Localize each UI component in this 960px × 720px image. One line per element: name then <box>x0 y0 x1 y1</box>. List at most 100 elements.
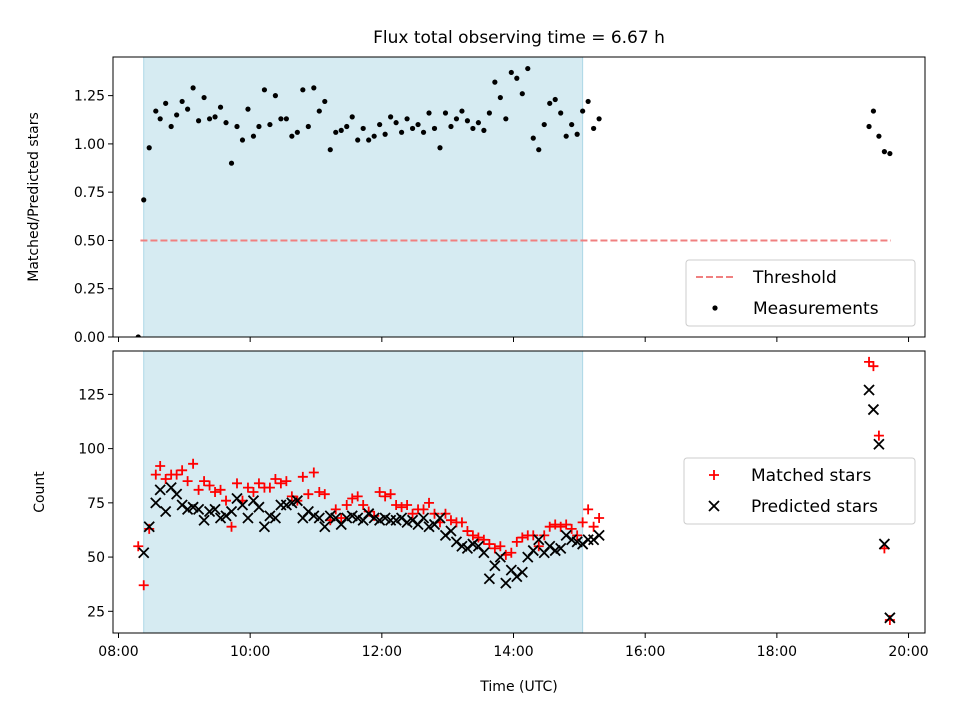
matched-point <box>868 361 879 372</box>
matched-point <box>385 489 396 500</box>
x-tick-label: 18:00 <box>757 644 797 660</box>
predicted-point <box>192 503 205 515</box>
measurement-point <box>437 145 443 151</box>
x-tick-label: 08:00 <box>98 644 138 660</box>
matched-point <box>242 482 253 493</box>
measurement-point <box>393 120 399 126</box>
matched-point <box>347 493 358 504</box>
measurement-point <box>492 79 498 85</box>
matched-point <box>336 513 347 524</box>
axes-frame <box>112 56 926 338</box>
measurement-point <box>530 135 536 141</box>
matched-point <box>462 526 473 537</box>
measurement-point <box>344 123 350 130</box>
predicted-point <box>863 384 875 396</box>
measurement-point <box>442 110 449 116</box>
predicted-point <box>489 560 501 572</box>
matched-point <box>566 523 577 534</box>
measurement-point <box>486 110 492 116</box>
measurement-point <box>212 114 218 120</box>
y-tick-label: 75 <box>87 496 105 512</box>
predicted-point <box>313 512 325 524</box>
legend-predicted-label: Predicted stars <box>751 497 878 517</box>
x-tick-label: 20:00 <box>888 644 928 660</box>
predicted-point <box>873 438 885 450</box>
predicted-point <box>500 577 512 589</box>
measurement-point <box>300 87 306 93</box>
matched-point <box>424 497 435 508</box>
predicted-point <box>878 538 891 550</box>
matched-point <box>407 508 418 519</box>
top-panel: 0.00 0.25 0.50 0.75 1.00 1.25 Matched/Predicte… <box>26 56 926 346</box>
matched-point <box>561 519 572 530</box>
measurement-point <box>459 108 465 114</box>
x-tick-label: 14:00 <box>493 644 533 660</box>
predicted-point <box>478 547 490 559</box>
matched-point <box>495 541 506 552</box>
matched-point <box>150 469 161 480</box>
measurement-point <box>870 108 877 114</box>
matched-point <box>555 521 566 532</box>
measurement-point <box>322 98 328 105</box>
matched-point <box>199 476 210 487</box>
predicted-point <box>483 573 496 585</box>
measurement-point <box>201 94 207 101</box>
measurement-point <box>360 125 366 132</box>
matched-point <box>138 580 149 591</box>
predicted-point <box>253 501 265 513</box>
measurement-point <box>267 121 273 128</box>
matched-point <box>864 356 875 367</box>
measurement-point <box>481 127 487 133</box>
measurement-point <box>876 133 882 139</box>
matched-point <box>577 517 588 528</box>
matched-point <box>473 532 484 543</box>
measurement-point <box>558 110 564 116</box>
matched-point <box>297 471 308 482</box>
measurement-point <box>366 137 372 143</box>
measurement-point <box>541 121 547 128</box>
matched-point <box>275 478 286 489</box>
measurement-point <box>168 123 174 130</box>
matched-point <box>270 473 281 484</box>
matched-point <box>248 487 259 497</box>
measurement-point <box>250 133 257 139</box>
predicted-point <box>138 547 150 559</box>
legend-box <box>683 457 916 525</box>
predicted-point <box>884 612 896 624</box>
matched-point <box>550 519 561 530</box>
measurement-point <box>591 125 597 132</box>
measurement-point <box>514 75 520 81</box>
measurement-point <box>585 98 591 105</box>
matched-point <box>177 465 188 476</box>
matched-point <box>478 534 489 545</box>
measurement-point <box>239 137 246 143</box>
y-axis-label: Matched/Predicted stars <box>26 112 42 282</box>
matched-point <box>182 476 193 487</box>
matched-point <box>193 484 204 495</box>
predicted-point <box>516 566 528 578</box>
y-tick-label: 0.25 <box>74 282 105 298</box>
matched-point <box>418 504 429 515</box>
y-tick-label: 0.50 <box>74 233 105 249</box>
matched-point <box>506 547 517 558</box>
matched-point <box>594 513 605 524</box>
y-tick-label: 50 <box>87 550 105 566</box>
y-axis-label: Count <box>32 471 48 513</box>
observing-band <box>143 350 584 634</box>
series-predicted-stars <box>138 384 896 624</box>
matched-point <box>226 521 237 532</box>
legend-predicted-swatch <box>708 500 720 512</box>
measurement-point <box>223 120 229 126</box>
measurement-point <box>475 120 481 126</box>
measurement-point <box>283 116 289 122</box>
measurement-point <box>464 118 471 124</box>
predicted-point <box>160 505 172 518</box>
matched-point <box>188 458 199 469</box>
matched-point <box>583 504 594 515</box>
legend: Matched stars Predicted stars <box>683 457 916 525</box>
measurement-point <box>316 108 322 114</box>
predicted-point <box>582 534 594 546</box>
measurement-point <box>470 125 476 132</box>
measurement-point <box>547 100 553 106</box>
